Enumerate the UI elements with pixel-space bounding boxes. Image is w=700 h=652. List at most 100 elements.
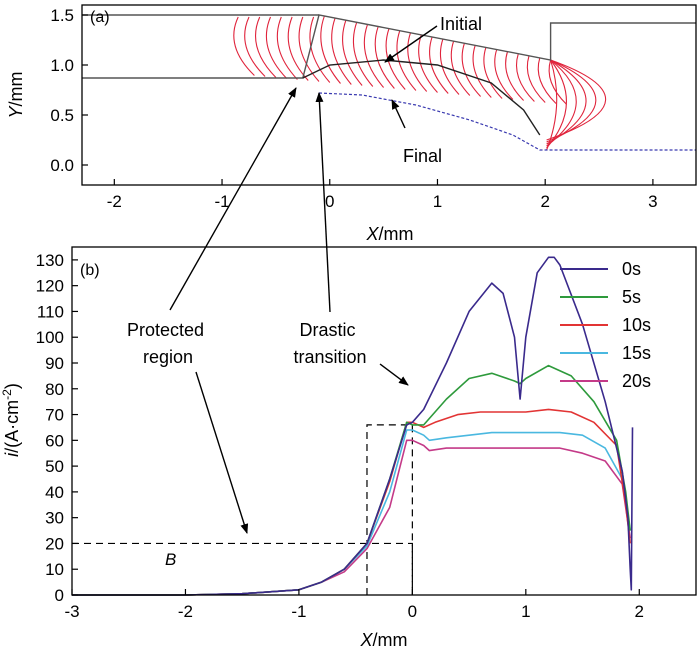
panel-b-y-tick-label: 130 [36, 251, 64, 270]
evolution-contour [254, 16, 277, 78]
series-line-10s [72, 408, 631, 596]
panel-b-axes-frame [71, 246, 697, 596]
panel-a-series-line [82, 14, 696, 79]
panel-a-y-tick-label: 0.0 [50, 156, 74, 175]
panel-b-y-tick-label: 20 [45, 534, 64, 553]
evolution-contour [461, 43, 482, 97]
series-line-20s [72, 439, 631, 596]
panel-b-y-tick-label: 30 [45, 509, 64, 528]
panel-a-x-axis-label: X/mm [365, 224, 413, 244]
annotation-protected-line-1: Protected [127, 320, 204, 340]
panel-a-label: (a) [90, 9, 110, 26]
panel-a-x-tick-label: 1 [433, 192, 442, 211]
annotation-b: B [165, 550, 176, 569]
panel-b-y-axis-label: i/(A·cm-2) [0, 383, 22, 457]
evolution-contour [472, 45, 492, 98]
annotation-protected-line-2: region [143, 347, 193, 367]
panel-b-y-tick-label: 40 [45, 483, 64, 502]
arrow-transition-to-panel-a [315, 92, 331, 313]
panel-b-y-tick-label: 50 [45, 457, 64, 476]
panel-a-series [82, 14, 696, 151]
evolution-contour [352, 22, 374, 87]
series-line-15s [72, 429, 631, 596]
panel-a-y-ticks: 0.0 0.5 1.0 1.5 [50, 6, 88, 175]
evolution-contour [548, 59, 568, 105]
panel-b-y-tick-label: 0 [55, 586, 64, 605]
panel-b-y-tick-label: 90 [45, 354, 64, 373]
evolution-contour [276, 16, 298, 80]
panel-b-x-tick-label: -3 [64, 602, 79, 621]
panel-b-series [72, 256, 634, 596]
evolution-contour-right [546, 59, 607, 141]
legend-label-10s: 10s [622, 315, 651, 335]
panel-b-y-tick-label: 70 [45, 406, 64, 425]
panel-a-x-tick-label: 2 [540, 192, 549, 211]
annotation-transition-line-1: Drastic [299, 320, 355, 340]
panel-b-x-axis-label: X/mm [359, 630, 407, 650]
panel-b-x-tick-label: 1 [521, 602, 530, 621]
panel-b-label: (b) [80, 262, 100, 279]
panel-b-y-tick-label: 100 [36, 328, 64, 347]
arrow-protected-to-b [195, 371, 249, 534]
evolution-contour [429, 36, 449, 94]
evolution-contour [331, 17, 352, 85]
panel-a-y-tick-label: 1.0 [50, 56, 74, 75]
panel-b: -3 -2 -1 0 1 2 010203040506070809010011012013… [0, 87, 697, 650]
legend-label-20s: 20s [622, 371, 651, 391]
evolution-contour [363, 24, 385, 88]
legend-label-5s: 5s [622, 287, 641, 307]
annotation-protected: Protected region [127, 320, 209, 367]
evolution-contour [320, 15, 341, 84]
red-contour-group [233, 15, 607, 151]
arrow-transition-to-box [379, 363, 409, 386]
evolution-contour [298, 16, 320, 82]
panel-b-x-tick-label: -1 [291, 602, 306, 621]
evolution-contour [244, 16, 266, 77]
evolution-contour [526, 55, 546, 103]
panel-a: -2 -1 0 1 2 3 0.0 0.5 1.0 1.5 (a) X/mm Y/mm Init… [6, 4, 697, 244]
evolution-contour [494, 49, 514, 100]
evolution-contour [396, 30, 417, 91]
panel-b-x-tick-label: 0 [408, 602, 417, 621]
evolution-contour [450, 41, 471, 96]
legend-label-15s: 15s [622, 343, 651, 363]
panel-a-axes-frame [81, 4, 697, 186]
panel-a-y-tick-label: 0.5 [50, 106, 74, 125]
panel-b-y-tick-label: 60 [45, 431, 64, 450]
annotation-initial: Initial [440, 14, 482, 34]
panel-a-y-axis-label: Y/mm [6, 71, 26, 118]
dashed-region-transition [366, 424, 413, 595]
panel-a-x-ticks: -2 -1 0 1 2 3 [107, 179, 658, 211]
panel-a-x-tick-label: 3 [648, 192, 657, 211]
arrow-final [391, 99, 406, 129]
annotation-final: Final [403, 146, 442, 166]
panel-a-x-tick-label: -2 [107, 192, 122, 211]
panel-a-x-tick-label: 0 [325, 192, 334, 211]
panel-a-x-tick-label: -1 [214, 192, 229, 211]
panel-b-x-tick-label: 2 [635, 602, 644, 621]
evolution-contour [309, 16, 331, 83]
evolution-contour [374, 26, 395, 89]
panel-a-series-line [318, 92, 696, 151]
panel-a-series-line [302, 59, 541, 136]
evolution-contour [505, 51, 524, 101]
arrow-initial [384, 25, 438, 63]
annotation-transition: Drastic transition [293, 320, 366, 367]
panel-b-x-tick-label: -2 [178, 602, 193, 621]
annotation-transition-line-2: transition [293, 347, 366, 367]
panel-b-y-tick-label: 10 [45, 560, 64, 579]
series-line-0s [72, 256, 634, 596]
panel-b-y-ticks: 0 10 20 30 40 50 60 70 80 90 100 110 120 130 [36, 251, 78, 605]
panel-a-y-tick-label: 1.5 [50, 6, 74, 25]
panel-b-y-tick-label: 110 [37, 302, 64, 321]
evolution-contour [233, 16, 255, 76]
evolution-contour [483, 47, 503, 99]
evolution-contour [515, 53, 535, 102]
dashed-region-group [72, 424, 413, 595]
dashed-region-b [72, 542, 413, 595]
arrow-protected-to-panel-a [169, 87, 297, 311]
legend: 0s 5s 10s 15s 20s [560, 259, 651, 391]
panel-b-y-tick-label: 120 [36, 277, 64, 296]
panel-b-x-ticks: -3 -2 -1 0 1 2 [64, 589, 644, 621]
